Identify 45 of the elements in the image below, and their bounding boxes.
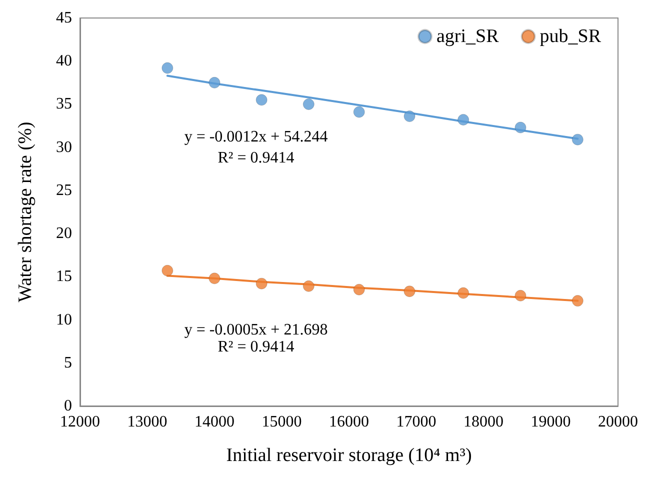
annotation: R² = 0.9414 [218, 338, 294, 356]
point [458, 114, 470, 126]
point [162, 62, 174, 74]
point [208, 76, 220, 88]
y-tick-label: 45 [56, 10, 72, 26]
y-tick-label: 15 [56, 268, 72, 286]
x-tick-label: 14000 [194, 414, 234, 430]
x-tick-label: 18000 [464, 414, 504, 430]
x-tick-label: 12000 [60, 414, 100, 430]
point [302, 280, 314, 292]
y-axis-title: Water shortage rate (%) [15, 122, 36, 302]
x-tick-label: 20000 [598, 414, 638, 430]
point [514, 290, 526, 302]
point [572, 295, 584, 307]
point [256, 278, 268, 290]
y-tick-label: 0 [64, 398, 72, 414]
legend-label: agri_SR [436, 26, 500, 47]
point [404, 286, 416, 298]
x-tick-label: 17000 [396, 414, 436, 430]
point [572, 134, 584, 146]
point [353, 106, 365, 118]
y-tick-label: 30 [56, 138, 72, 156]
x-axis-title: Initial reservoir storage (10⁴ m³) [226, 445, 472, 466]
annotation: y = -0.0012x + 54.244 [184, 128, 328, 146]
y-tick-label: 10 [56, 311, 72, 328]
legend-label: pub_SR [540, 26, 602, 47]
point [458, 287, 470, 299]
point [302, 98, 314, 110]
x-tick-label: 16000 [329, 414, 369, 430]
point [162, 264, 174, 276]
y-tick-label: 20 [56, 225, 72, 242]
point [514, 122, 526, 134]
annotation: R² = 0.9414 [218, 150, 294, 166]
y-tick-label: 35 [56, 96, 72, 113]
y-tick-label: 5 [64, 354, 72, 372]
annotation: y = -0.0005x + 21.698 [184, 322, 328, 338]
y-tick-label: 25 [56, 182, 72, 199]
x-tick-label: 15000 [262, 414, 302, 430]
point [256, 94, 268, 106]
y-tick-label: 40 [56, 52, 72, 70]
point [208, 272, 220, 284]
x-tick-label: 13000 [127, 414, 168, 430]
point [353, 284, 365, 296]
point [404, 110, 416, 122]
x-tick-label: 19000 [530, 414, 571, 430]
